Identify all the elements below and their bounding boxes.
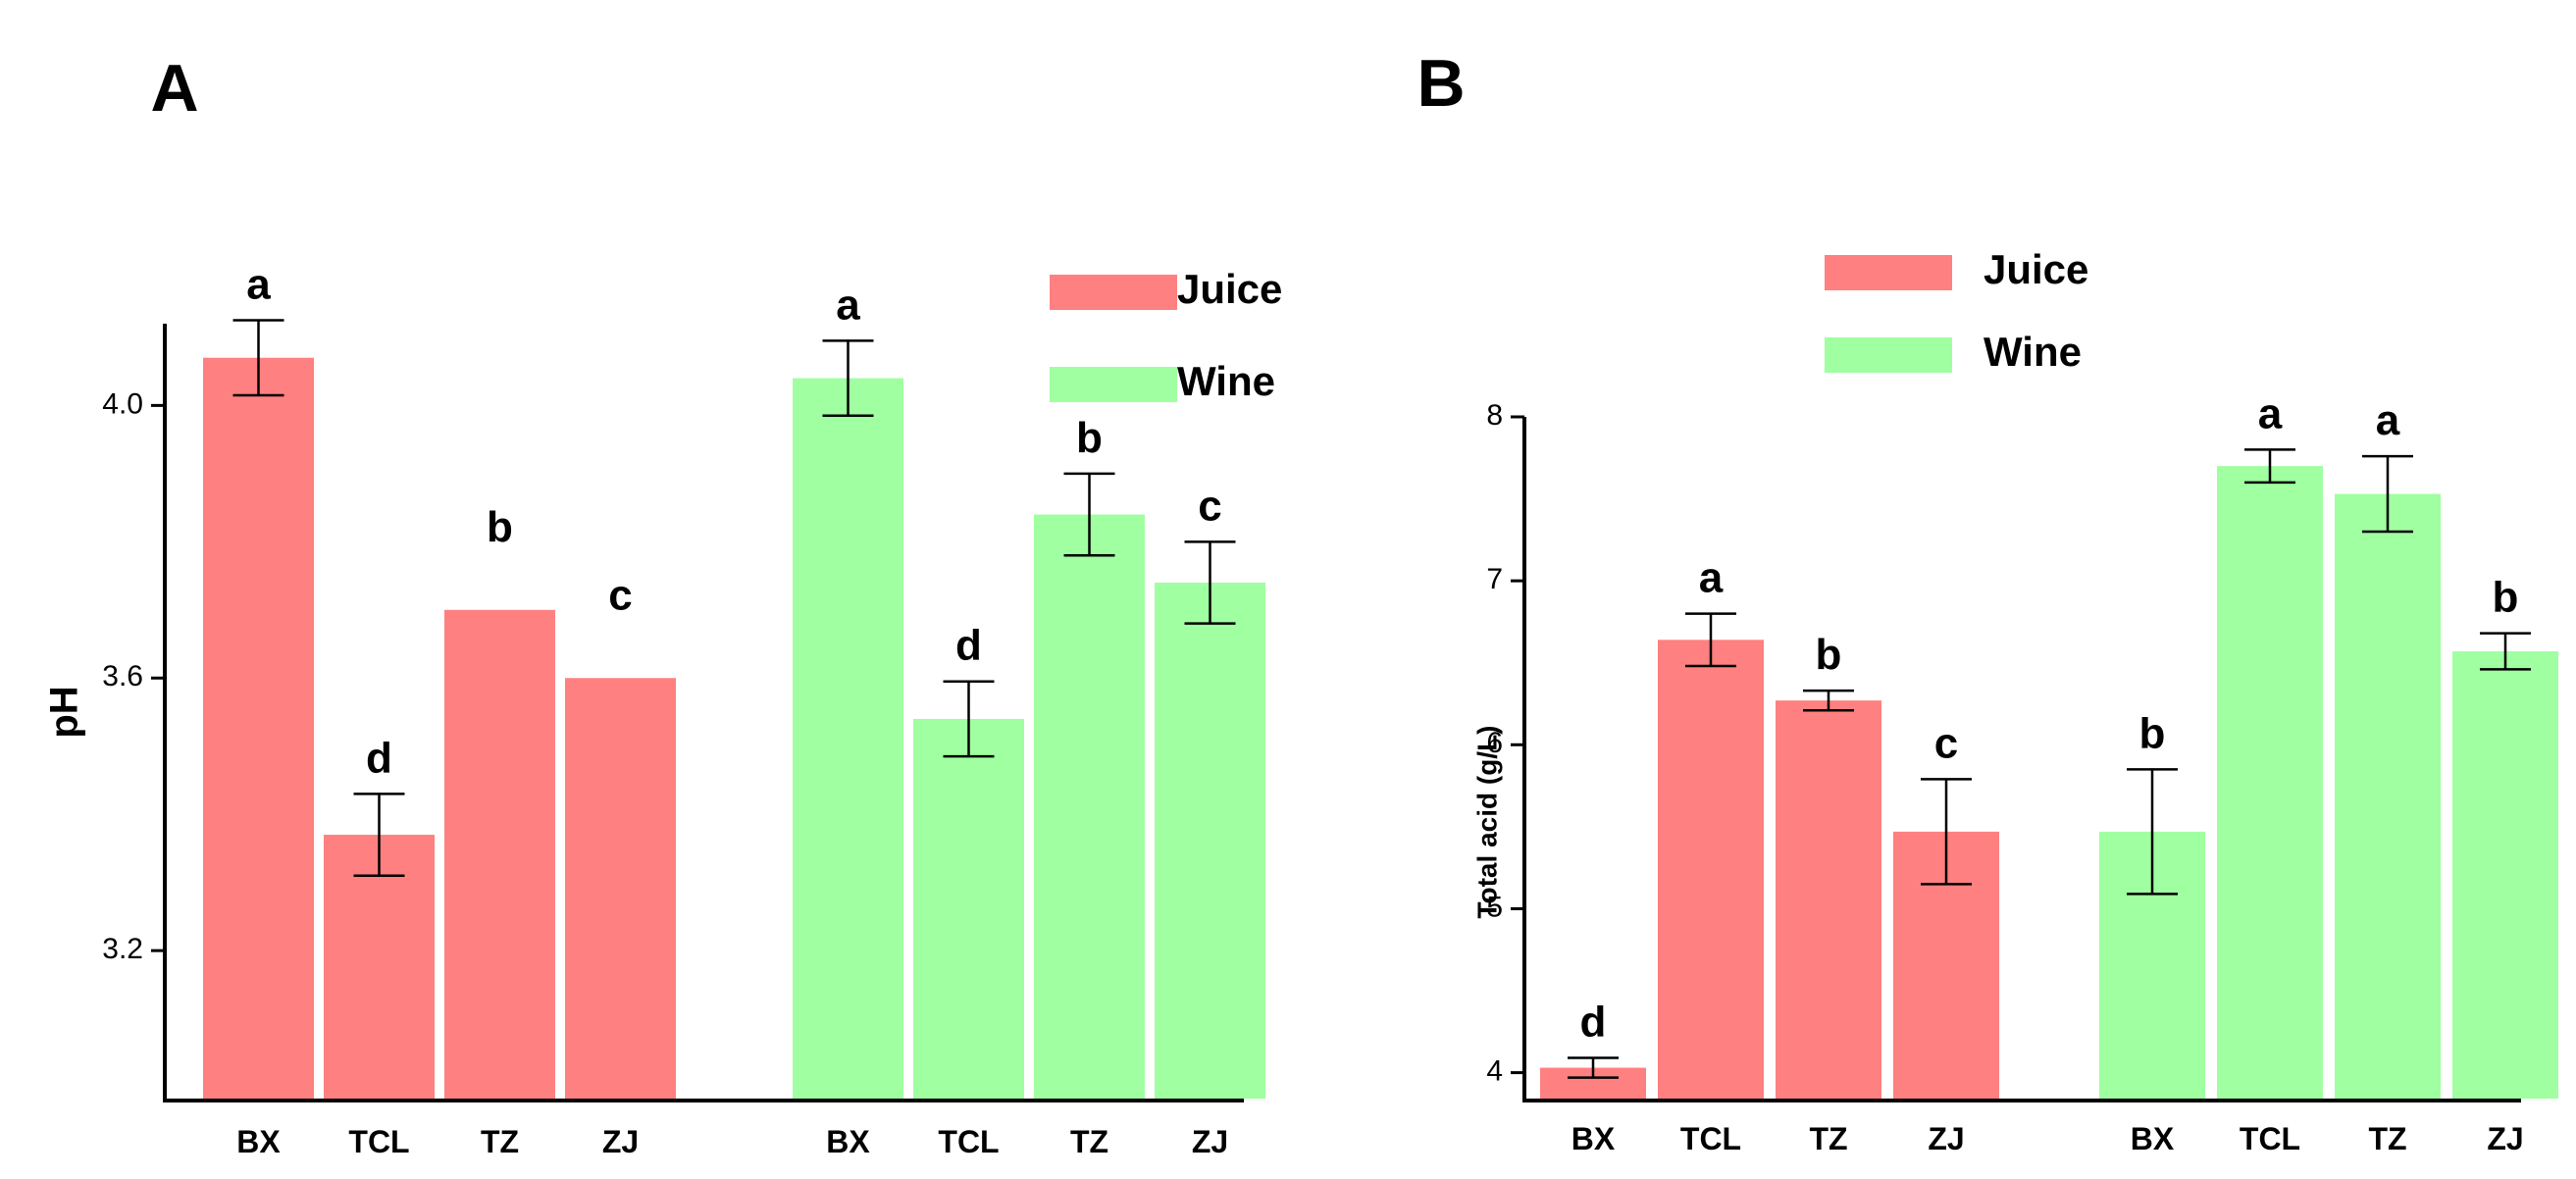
significance-letter: b: [1076, 414, 1103, 462]
legend: Juice Wine: [1050, 266, 1282, 404]
legend-label-wine: Wine: [1984, 329, 2082, 375]
x-tick-label: TCL: [938, 1124, 999, 1159]
significance-letter: b: [2493, 574, 2519, 622]
x-tick-label: ZJ: [602, 1124, 639, 1159]
y-tick-label: 5: [1486, 891, 1503, 923]
x-tick-label: BX: [826, 1124, 870, 1159]
x-tick-label: ZJ: [1192, 1124, 1228, 1159]
significance-letter: a: [246, 261, 271, 309]
bar-wine-bx: [793, 378, 903, 1099]
significance-letter: d: [366, 734, 392, 782]
x-tick-label: BX: [236, 1124, 281, 1159]
x-tick-label: BX: [1571, 1121, 1616, 1156]
bar-wine-zj: [1155, 583, 1265, 1099]
bar-juice-bx: [203, 357, 314, 1100]
legend-swatch-juice: [1050, 275, 1177, 310]
significance-letter: b: [487, 503, 513, 551]
y-tick-label: 3.6: [102, 660, 143, 692]
significance-letter: a: [1699, 554, 1724, 602]
significance-letter: a: [2376, 396, 2400, 444]
legend-label-juice: Juice: [1177, 266, 1282, 312]
y-tick-label: 3.2: [102, 933, 143, 965]
bar-wine-tcl: [2217, 466, 2323, 1099]
significance-letter: c: [1934, 719, 1958, 767]
panel-a: A 3.2 3.6 4.0 pH a BX d TCL b TZ c ZJ a BX d TCL b TZ c ZJ Ju…: [43, 51, 1283, 1159]
legend: Juice Wine: [1825, 246, 2088, 375]
panel-label: A: [150, 51, 198, 126]
x-tick-label: ZJ: [1928, 1121, 1964, 1156]
significance-letter: b: [2139, 709, 2166, 757]
significance-letter: d: [955, 622, 982, 670]
bar-wine-zj: [2452, 651, 2558, 1099]
x-tick-label: TZ: [2368, 1121, 2406, 1156]
x-tick-label: TZ: [481, 1124, 519, 1159]
significance-letter: b: [1816, 631, 1842, 679]
y-tick-label: 7: [1486, 563, 1503, 595]
significance-letter: d: [1580, 999, 1607, 1047]
bar-wine-tz: [2335, 493, 2441, 1100]
significance-letter: c: [608, 571, 632, 619]
y-axis-label: Total acid (g/L): [1471, 725, 1502, 918]
bar-juice-tz: [444, 609, 555, 1099]
legend-swatch-wine: [1825, 337, 1952, 373]
bar-wine-tz: [1034, 514, 1145, 1099]
legend-label-wine: Wine: [1177, 358, 1275, 404]
x-tick-label: TCL: [1680, 1121, 1741, 1156]
x-tick-label: TCL: [348, 1124, 409, 1159]
y-tick-label: 4: [1486, 1055, 1503, 1088]
bar-wine-tcl: [913, 718, 1024, 1099]
y-tick-label: 8: [1486, 399, 1503, 432]
y-tick-label: 4.0: [102, 387, 143, 420]
y-tick-label: 6: [1486, 727, 1503, 759]
bar-juice-tz: [1776, 700, 1881, 1099]
legend-swatch-juice: [1825, 255, 1952, 290]
x-tick-label: ZJ: [2487, 1121, 2523, 1156]
panel-label: B: [1417, 46, 1465, 121]
significance-letter: a: [2258, 389, 2283, 437]
panel-b: B 4 5 6 7 8 Total acid (g/L) d BX a TCL b TZ c ZJ b BX a T…: [1417, 46, 2558, 1156]
legend-swatch-wine: [1050, 367, 1177, 402]
x-tick-label: BX: [2131, 1121, 2175, 1156]
x-tick-label: TZ: [1809, 1121, 1847, 1156]
bar-juice-tcl: [1658, 640, 1764, 1099]
bar-juice-tcl: [324, 835, 435, 1099]
significance-letter: a: [836, 281, 860, 329]
significance-letter: c: [1198, 482, 1221, 530]
legend-label-juice: Juice: [1984, 246, 2088, 292]
bar-juice-zj: [565, 678, 676, 1099]
x-tick-label: TCL: [2240, 1121, 2300, 1156]
y-axis-label: pH: [43, 686, 86, 738]
x-tick-label: TZ: [1070, 1124, 1108, 1159]
